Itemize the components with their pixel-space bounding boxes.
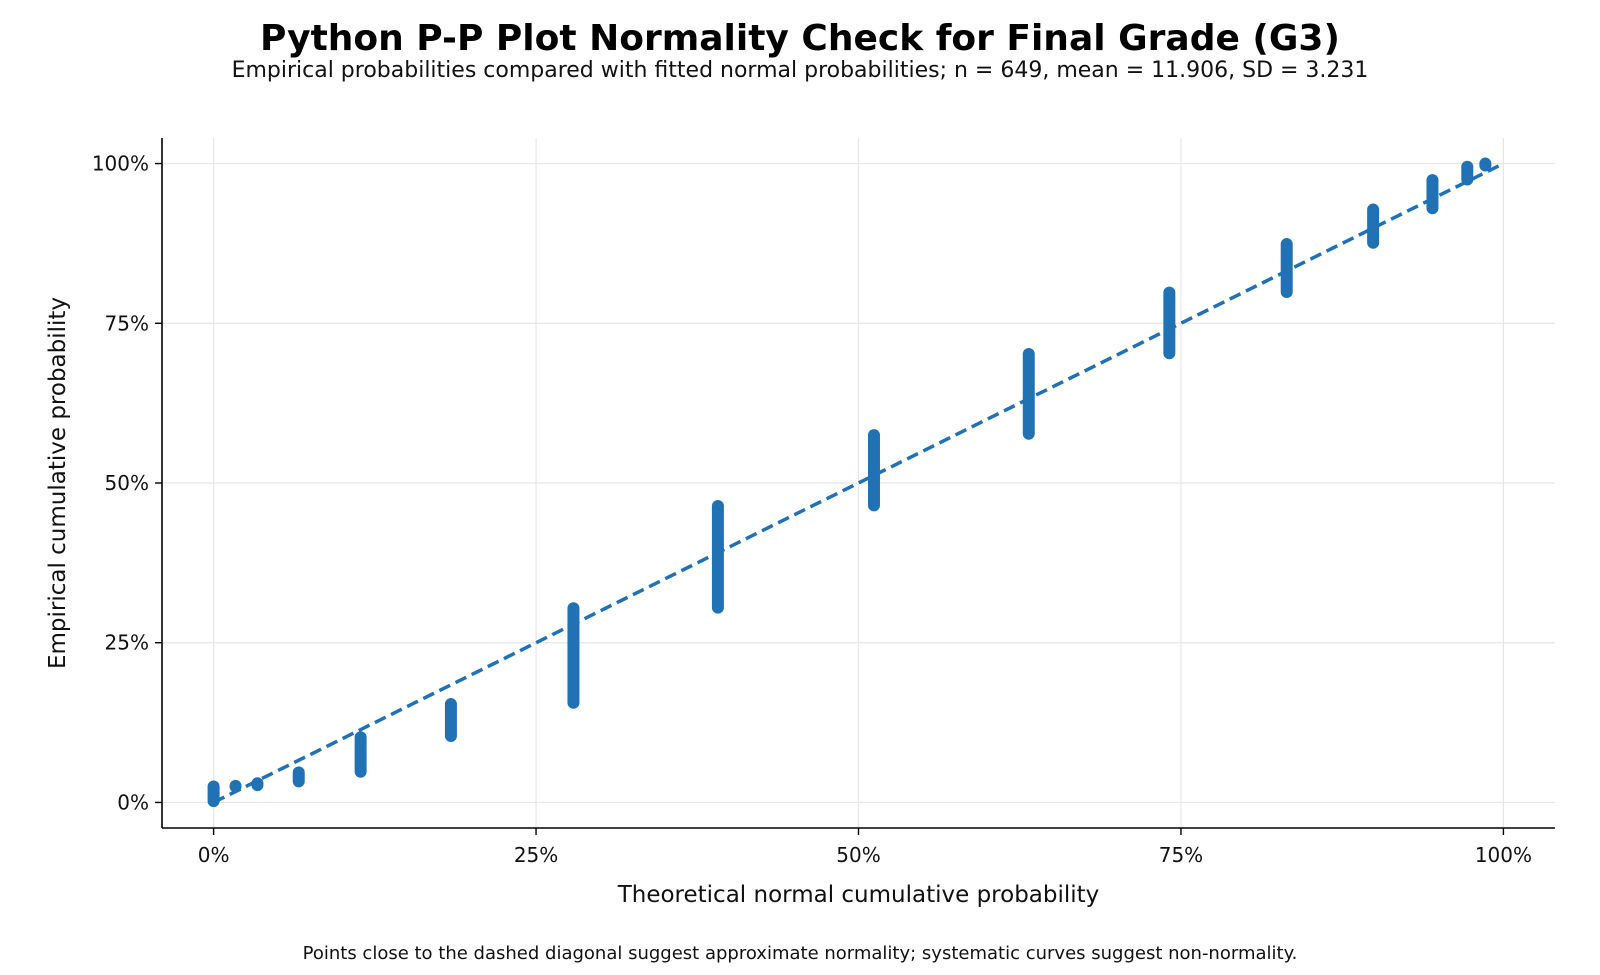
y-tick-label: 25% [105,631,149,655]
y-tick-label: 50% [105,471,149,495]
x-axis-label: Theoretical normal cumulative probabilit… [617,882,1100,908]
y-tick-label: 0% [117,790,149,814]
points-layer [207,157,1492,808]
y-axis-label: Empirical cumulative probability [45,297,71,669]
y-tick-label: 75% [105,311,149,335]
chart-title: Python P-P Plot Normality Check for Fina… [260,18,1340,59]
chart-subtitle: Empirical probabilities compared with fi… [231,58,1369,83]
x-tick-label: 25% [514,843,558,867]
chart-footnote: Points close to the dashed diagonal sugg… [302,943,1298,964]
x-tick-label: 0% [198,843,230,867]
y-tick-label: 100% [92,152,149,176]
x-tick-label: 50% [836,843,880,867]
tick-layer: 0% 25% 50% 75% 100% 0% 25% 50% 75% 100% [92,152,1532,867]
x-tick-label: 75% [1159,843,1203,867]
grid-layer [162,138,1555,828]
x-tick-label: 100% [1475,843,1532,867]
